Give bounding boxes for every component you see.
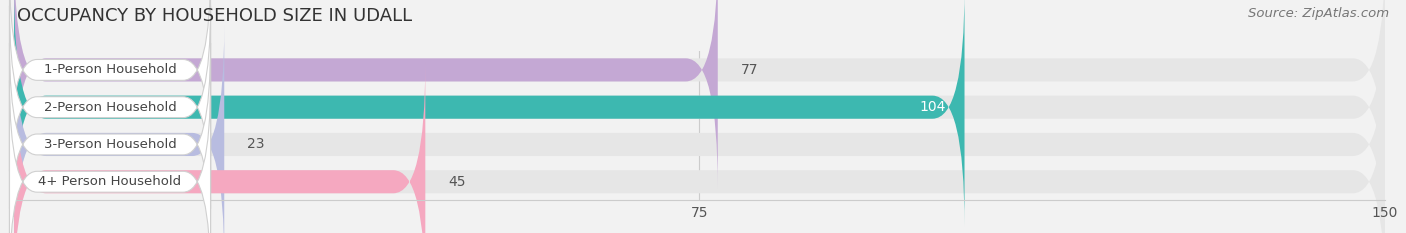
FancyBboxPatch shape [10, 0, 211, 171]
Text: 2-Person Household: 2-Person Household [44, 101, 176, 114]
Text: 45: 45 [449, 175, 465, 189]
FancyBboxPatch shape [14, 0, 965, 226]
FancyBboxPatch shape [14, 0, 1385, 226]
Text: 104: 104 [920, 100, 946, 114]
FancyBboxPatch shape [14, 0, 1385, 189]
Text: 1-Person Household: 1-Person Household [44, 63, 176, 76]
Text: OCCUPANCY BY HOUSEHOLD SIZE IN UDALL: OCCUPANCY BY HOUSEHOLD SIZE IN UDALL [17, 7, 412, 25]
FancyBboxPatch shape [14, 26, 1385, 233]
FancyBboxPatch shape [14, 63, 426, 233]
FancyBboxPatch shape [14, 0, 718, 189]
Text: 3-Person Household: 3-Person Household [44, 138, 176, 151]
Text: 77: 77 [741, 63, 758, 77]
FancyBboxPatch shape [10, 43, 211, 233]
Text: 4+ Person Household: 4+ Person Household [38, 175, 181, 188]
Text: 23: 23 [247, 137, 264, 151]
FancyBboxPatch shape [10, 80, 211, 233]
FancyBboxPatch shape [14, 63, 1385, 233]
FancyBboxPatch shape [14, 26, 225, 233]
Text: Source: ZipAtlas.com: Source: ZipAtlas.com [1249, 7, 1389, 20]
FancyBboxPatch shape [10, 6, 211, 209]
